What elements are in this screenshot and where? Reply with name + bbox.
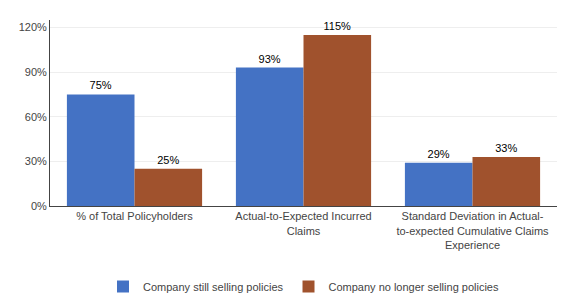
svg-text:93%: 93% bbox=[259, 53, 281, 65]
svg-text:115%: 115% bbox=[324, 20, 352, 32]
svg-text:25%: 25% bbox=[157, 154, 179, 166]
svg-text:120%: 120% bbox=[19, 21, 47, 33]
svg-text:% of Total Policyholders: % of Total Policyholders bbox=[76, 210, 193, 222]
svg-text:Actual-to-Expected IncurredCla: Actual-to-Expected IncurredClaims bbox=[235, 210, 371, 236]
svg-text:75%: 75% bbox=[90, 79, 112, 91]
svg-text:Company still selling policies: Company still selling policies bbox=[143, 281, 284, 293]
svg-text:29%: 29% bbox=[428, 148, 450, 160]
svg-text:60%: 60% bbox=[25, 111, 47, 123]
svg-text:Standard Deviation in Actual-t: Standard Deviation in Actual-to-expected… bbox=[396, 210, 549, 251]
svg-text:Company no longer selling poli: Company no longer selling policies bbox=[329, 281, 499, 293]
svg-text:30%: 30% bbox=[25, 155, 47, 167]
svg-text:33%: 33% bbox=[495, 142, 517, 154]
svg-text:0%: 0% bbox=[31, 200, 47, 212]
svg-text:90%: 90% bbox=[25, 66, 47, 78]
